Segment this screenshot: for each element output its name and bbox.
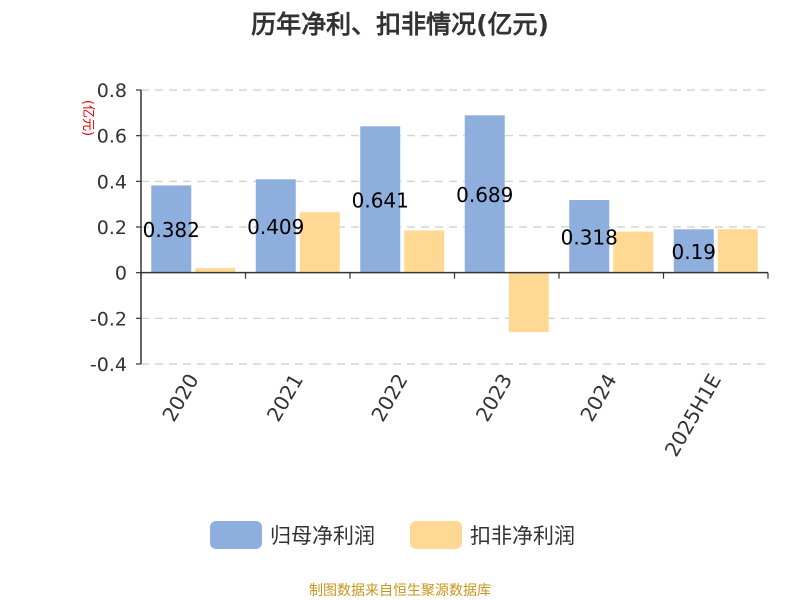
bar-deducted-2025H1E [717, 229, 758, 273]
x-tick-label: 2025H1E [660, 370, 726, 461]
data-label: 0.689 [456, 183, 513, 207]
y-tick-label: 0.6 [97, 126, 127, 148]
grid-lines [141, 89, 768, 365]
bar-deducted-2023 [508, 272, 549, 333]
bar-deducted-2020 [195, 268, 236, 273]
bar-deducted-2022 [404, 230, 445, 273]
bar-attributable-2021 [255, 179, 296, 273]
y-tick-label: 0.4 [97, 171, 127, 193]
legend[interactable]: 归母净利润 扣非净利润 [210, 521, 575, 549]
data-label: 0.318 [561, 225, 618, 249]
legend-label[interactable]: 扣非净利润 [470, 524, 575, 548]
data-label: 0.382 [143, 218, 200, 242]
y-tick-label: -0.4 [90, 354, 127, 376]
data-label: 0.19 [671, 240, 716, 264]
bar-attributable-2023 [464, 115, 505, 273]
legend-swatch[interactable] [210, 521, 262, 549]
bars [151, 115, 758, 333]
bar-deducted-2021 [299, 212, 340, 273]
x-tick-label: 2021 [262, 370, 308, 426]
y-tick-label: 0.8 [97, 80, 127, 102]
y-axis-unit: (亿元) [80, 100, 95, 136]
bar-attributable-2024 [569, 200, 610, 273]
x-tick-label: 2020 [157, 370, 203, 426]
data-label: 0.409 [247, 215, 304, 239]
chart-title: 历年净利、扣非情况(亿元) [251, 10, 549, 39]
y-tick-label: -0.2 [90, 308, 127, 330]
bar-attributable-2025H1E [673, 229, 714, 273]
x-tick-label: 2024 [575, 370, 621, 426]
source-note: 制图数据来自恒生聚源数据库 [309, 583, 491, 599]
legend-label[interactable]: 归母净利润 [270, 524, 375, 548]
data-labels: 0.382 0.409 0.641 0.689 0.318 0.19 [143, 183, 716, 264]
y-tick-label: 0 [115, 263, 127, 285]
data-label: 0.641 [352, 188, 409, 212]
legend-swatch[interactable] [410, 521, 462, 549]
bar-attributable-2020 [151, 185, 192, 273]
bar-attributable-2022 [360, 126, 401, 273]
bar-deducted-2024 [613, 231, 654, 273]
y-tick-label: 0.2 [97, 217, 127, 239]
x-tick-label: 2022 [366, 370, 412, 426]
x-tick-label: 2023 [471, 370, 517, 426]
